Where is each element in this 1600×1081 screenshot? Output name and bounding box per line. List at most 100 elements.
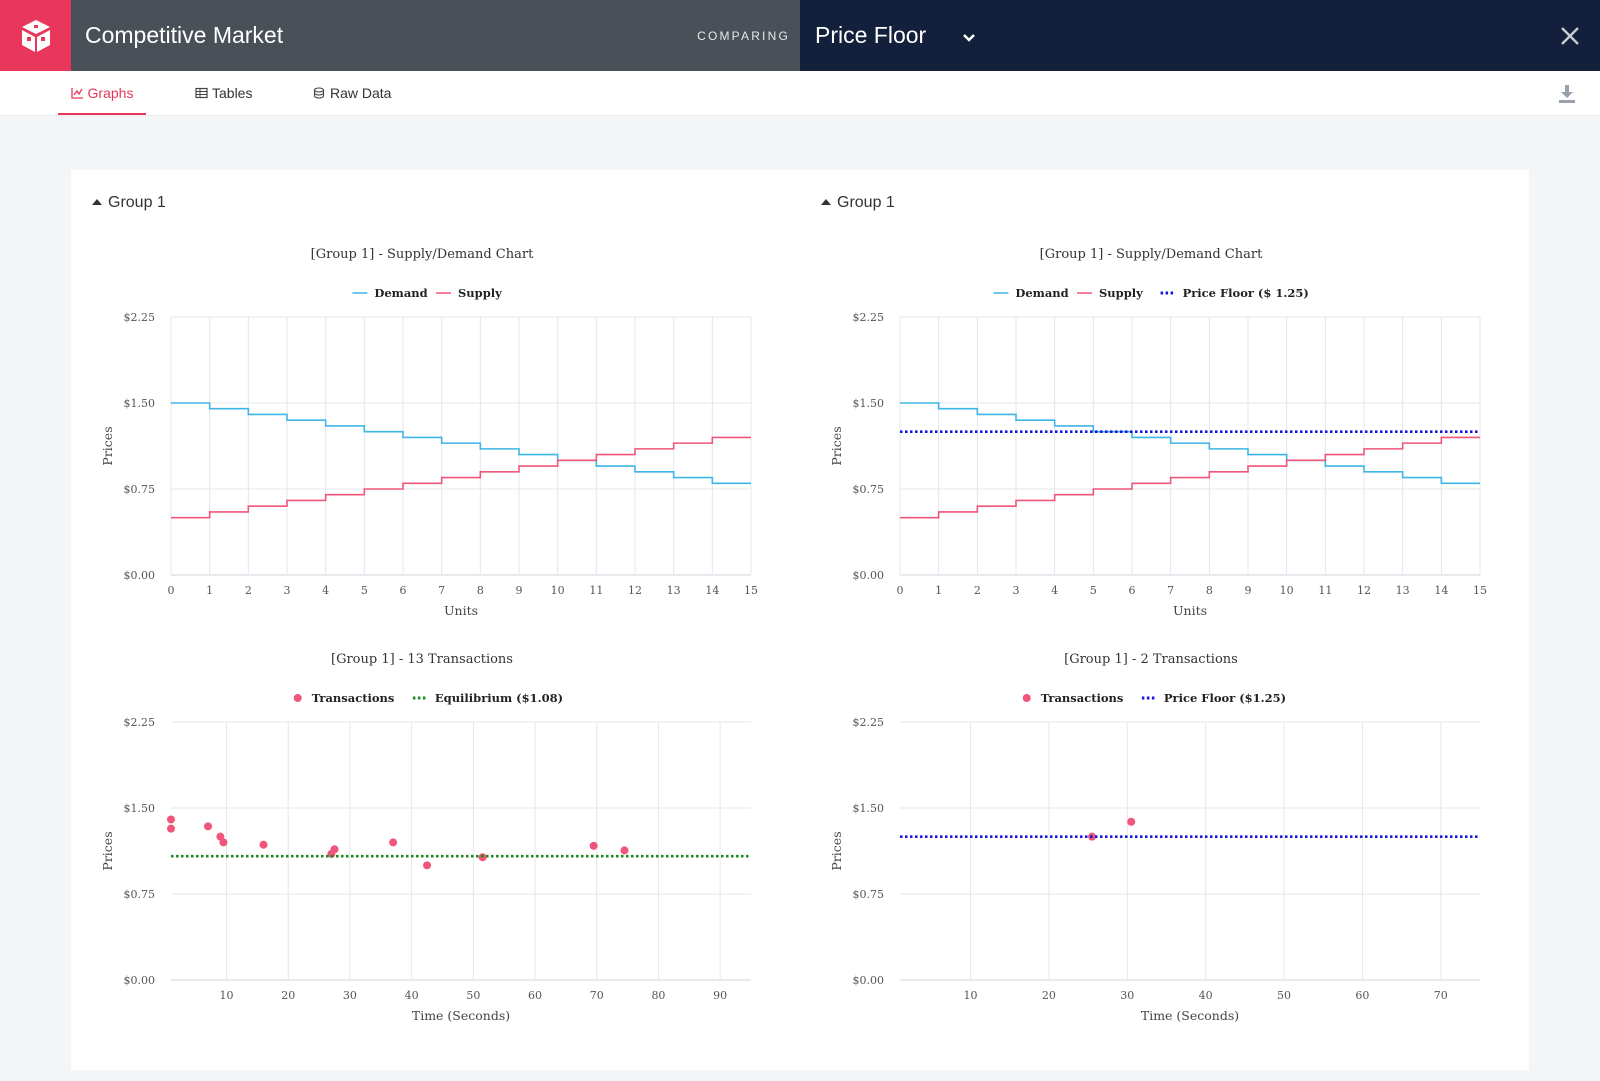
group-toggle[interactable]: Group 1: [821, 194, 895, 212]
app-logo[interactable]: [0, 0, 71, 71]
chart-title: [Group 1] - Supply/Demand Chart: [311, 247, 534, 262]
x-tick-label: 8: [477, 584, 484, 597]
x-tick-label: 10: [1280, 584, 1294, 597]
download-icon[interactable]: [1558, 84, 1576, 104]
x-tick-label: 80: [651, 989, 665, 1002]
x-tick-label: 7: [438, 584, 445, 597]
y-tick-label: $1.50: [124, 397, 156, 410]
x-tick-label: 5: [361, 584, 368, 597]
x-tick-label: 8: [1206, 584, 1213, 597]
legend-item: Price Floor ($ 1.25): [1160, 286, 1309, 300]
y-axis-label: Prices: [829, 831, 844, 870]
x-tick-label: 70: [590, 989, 604, 1002]
x-tick-label: 10: [964, 989, 978, 1002]
legend-item: Transactions: [293, 691, 394, 705]
chart-grid: [900, 721, 1480, 981]
group-label: Group 1: [837, 194, 895, 211]
transaction-point: [219, 838, 228, 847]
x-tick-label: 1: [206, 584, 213, 597]
y-tick-label: $1.50: [853, 397, 885, 410]
app-title: Competitive Market: [85, 22, 284, 48]
legend-item: Price Floor ($1.25): [1141, 691, 1286, 705]
y-tick-label: $0.00: [853, 974, 885, 987]
x-tick-label: 11: [1318, 584, 1332, 597]
x-tick-label: 7: [1167, 584, 1174, 597]
supply-demand-chart: [Group 1] - Supply/Demand Chart Demand Sup…: [800, 240, 1529, 640]
x-tick-label: 20: [1042, 989, 1056, 1002]
chart-title: [Group 1] - 13 Transactions: [331, 652, 513, 667]
x-axis-label: Units: [444, 603, 478, 618]
chart-title: [Group 1] - Supply/Demand Chart: [1040, 247, 1263, 262]
comparing-label: COMPARING: [697, 29, 790, 43]
chart-legend: Transactions Equilibrium ($1.08): [293, 691, 563, 705]
transaction-point: [589, 841, 598, 850]
x-tick-label: 13: [667, 584, 681, 597]
tab-bar: Graphs Tables Raw Data: [0, 71, 1600, 116]
x-tick-label: 20: [281, 989, 295, 1002]
legend-item: Supply: [436, 286, 502, 300]
transactions-chart: [Group 1] - 2 Transactions Transactions Pr…: [800, 645, 1529, 1045]
legend-label: Supply: [1099, 286, 1143, 300]
x-axis-label: Time (Seconds): [412, 1008, 510, 1023]
group-toggle[interactable]: Group 1: [92, 194, 166, 212]
tab-graphs[interactable]: Graphs: [58, 71, 146, 115]
y-axis-label: Prices: [100, 831, 115, 870]
transaction-point: [167, 824, 175, 833]
close-icon[interactable]: [1559, 25, 1581, 47]
legend-swatch: [293, 694, 302, 702]
x-tick-label: 0: [897, 584, 904, 597]
transaction-point: [423, 861, 432, 870]
x-tick-label: 50: [1277, 989, 1291, 1002]
x-tick-label: 10: [551, 584, 565, 597]
legend-label: Equilibrium ($1.08): [435, 691, 563, 705]
chart-legend: Demand Supply: [352, 286, 502, 300]
series-supply-line: [171, 436, 751, 519]
x-tick-label: 15: [744, 584, 758, 597]
tab-raw-data[interactable]: Raw Data: [313, 71, 391, 115]
x-tick-label: 6: [400, 584, 407, 597]
y-tick-label: $0.00: [124, 569, 156, 582]
compare-dropdown[interactable]: Price Floor: [815, 22, 976, 49]
chart-grid: [171, 721, 751, 981]
y-tick-label: $0.75: [853, 888, 885, 901]
app-title-bar: Competitive Market COMPARING: [71, 0, 800, 71]
y-tick-label: $2.25: [853, 716, 885, 729]
legend-label: Transactions: [1041, 691, 1124, 705]
x-tick-label: 12: [628, 584, 642, 597]
x-tick-label: 11: [589, 584, 603, 597]
x-tick-label: 50: [466, 989, 480, 1002]
transaction-point: [259, 840, 268, 849]
x-tick-label: 9: [516, 584, 523, 597]
x-tick-label: 2: [974, 584, 981, 597]
y-tick-label: $0.00: [853, 569, 885, 582]
legend-swatch: [1022, 694, 1031, 702]
group-label: Group 1: [108, 194, 166, 211]
y-tick-label: $1.50: [124, 802, 156, 815]
legend-item: Equilibrium ($1.08): [412, 691, 563, 705]
chart-svg: [Group 1] - 13 Transactions Transactions E…: [100, 652, 751, 1023]
chart-grid: [899, 316, 1481, 576]
x-tick-label: 4: [1051, 584, 1058, 597]
tab-tables[interactable]: Tables: [195, 71, 252, 115]
x-tick-label: 40: [405, 989, 419, 1002]
x-tick-label: 14: [1434, 584, 1448, 597]
chart-svg: [Group 1] - Supply/Demand Chart Demand Sup…: [829, 247, 1487, 618]
y-tick-label: $2.25: [124, 311, 156, 324]
caret-up-icon: [92, 199, 102, 205]
x-tick-label: 10: [220, 989, 234, 1002]
legend-label: Supply: [458, 286, 502, 300]
y-tick-label: $0.00: [124, 974, 156, 987]
x-tick-label: 15: [1473, 584, 1487, 597]
x-tick-label: 2: [245, 584, 252, 597]
chart-grid: [170, 316, 752, 576]
x-axis-label: Units: [1173, 603, 1207, 618]
y-tick-label: $0.75: [124, 483, 156, 496]
series-supply-line: [900, 436, 1480, 519]
legend-label: Demand: [374, 286, 427, 300]
x-tick-label: 5: [1090, 584, 1097, 597]
chart-legend: Transactions Price Floor ($1.25): [1022, 691, 1286, 705]
transaction-point: [389, 838, 398, 847]
x-axis-label: Time (Seconds): [1141, 1008, 1239, 1023]
y-axis-label: Prices: [100, 426, 115, 465]
x-tick-label: 3: [284, 584, 291, 597]
